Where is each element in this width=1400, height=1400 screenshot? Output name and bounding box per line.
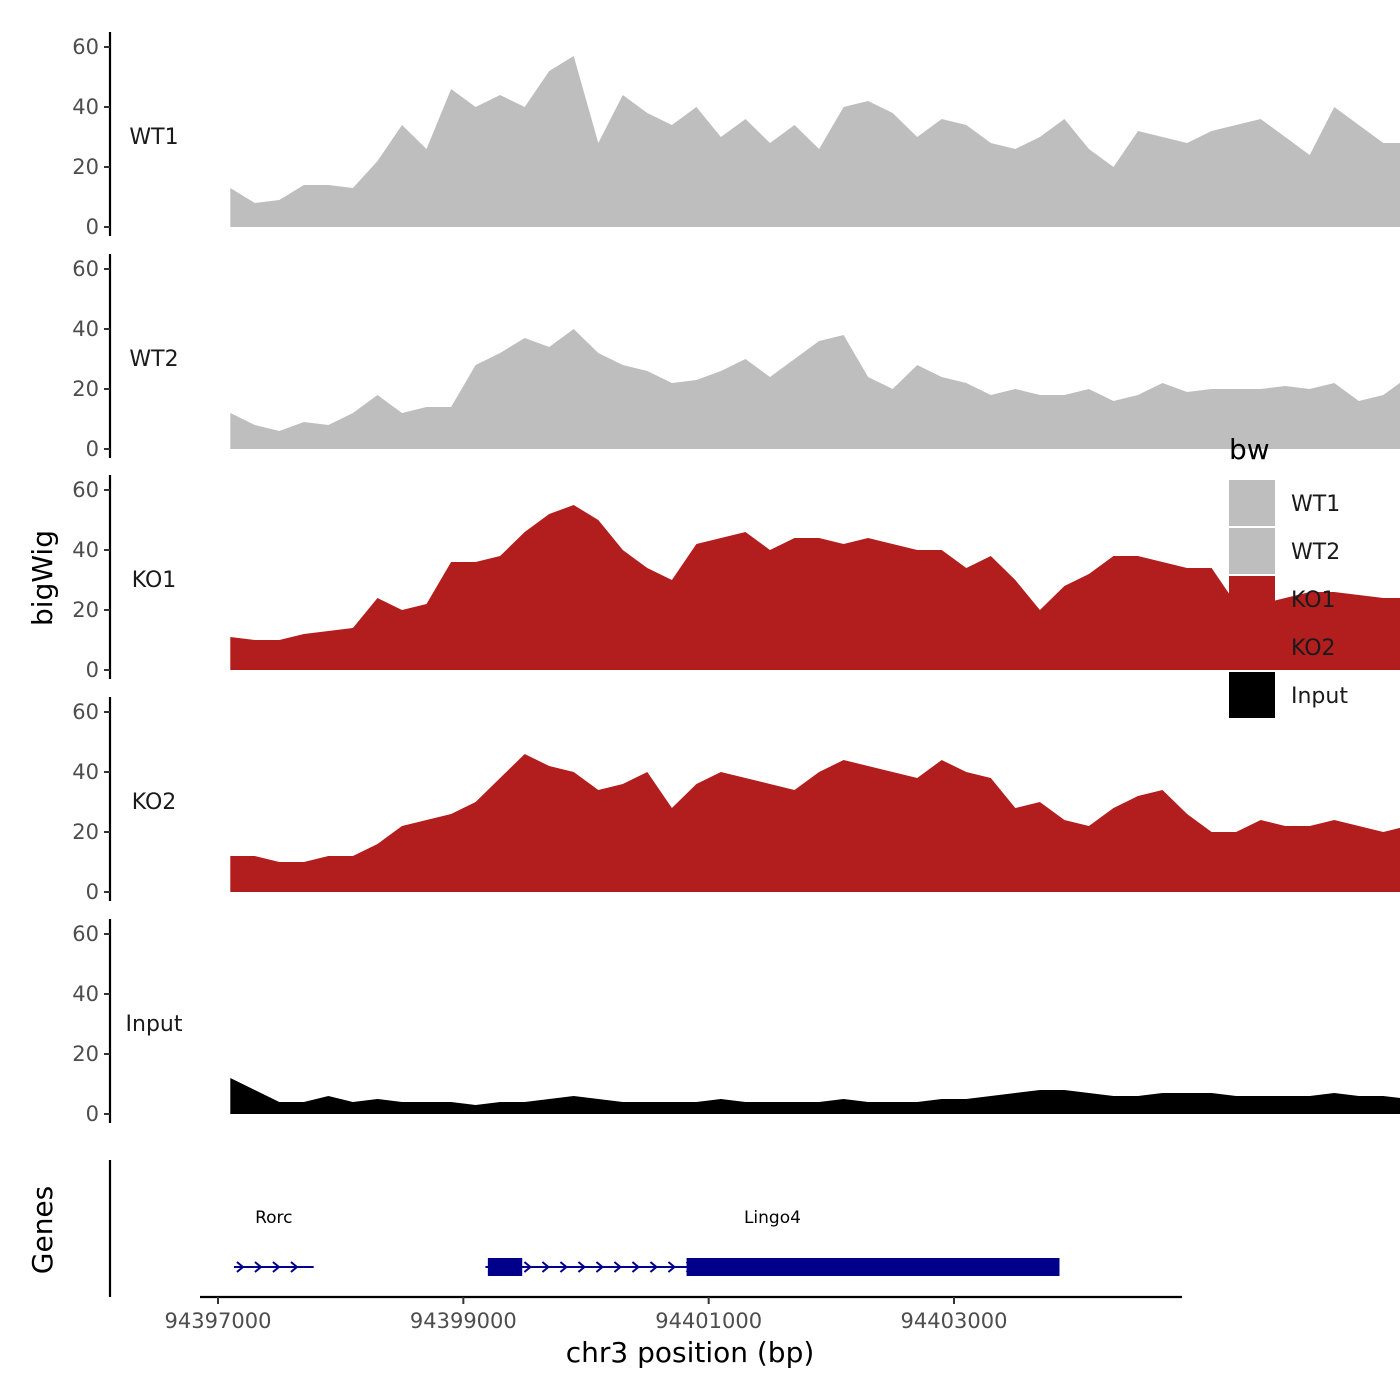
- track-label-wt1: WT1: [129, 125, 178, 150]
- y-tick-label: 60: [72, 922, 99, 946]
- genes-track-label: Genes: [26, 1186, 59, 1274]
- y-tick-label: 0: [86, 437, 99, 461]
- strand-arrow: [649, 1261, 658, 1273]
- legend-key-wt1: [1229, 480, 1275, 526]
- y-tick-label: 40: [72, 317, 99, 341]
- strand-arrow: [523, 1261, 532, 1273]
- y-tick-label: 20: [72, 1042, 99, 1066]
- legend-title: bw: [1229, 433, 1270, 466]
- strand-arrow: [613, 1261, 622, 1273]
- legend-key-ko1: [1229, 576, 1275, 622]
- track-label-input: Input: [126, 1012, 183, 1037]
- gene-rorc: Rorc: [233, 1208, 314, 1273]
- track-label-wt2: WT2: [129, 347, 178, 372]
- genes-track: Genes Rorc Lingo4: [26, 1160, 1060, 1297]
- legend-key-wt2: [1229, 528, 1275, 574]
- y-tick-label: 60: [72, 257, 99, 281]
- y-tick-label: 20: [72, 820, 99, 844]
- strand-arrow: [272, 1261, 281, 1273]
- strand-arrow: [254, 1261, 263, 1273]
- strand-arrow: [577, 1261, 586, 1273]
- panel-wt1: 0 20 40 60 WT1: [72, 32, 1400, 239]
- y-tick-label: 20: [72, 155, 99, 179]
- gene-lingo4: Lingo4: [485, 1208, 1060, 1276]
- y-tick-label: 0: [86, 215, 99, 239]
- x-tick-label: 94401000: [655, 1309, 762, 1333]
- legend-label-input: Input: [1291, 684, 1348, 709]
- legend-label-wt2: WT2: [1291, 540, 1340, 565]
- strand-arrow: [559, 1261, 568, 1273]
- legend-label-ko2: KO2: [1291, 636, 1336, 661]
- gene-label: Lingo4: [744, 1208, 801, 1228]
- x-axis-title: chr3 position (bp): [566, 1336, 815, 1369]
- track-panels: 0 20 40 60 WT1 0 20 40 60 WT2 0 20 40 60 KO1 0 20 40 60 KO2…: [72, 32, 1400, 1126]
- panel-ko2: 0 20 40 60 KO2: [72, 697, 1400, 904]
- panel-ko1: 0 20 40 60 KO1: [72, 475, 1400, 682]
- area-ko2: [230, 754, 1400, 892]
- strand-arrow: [290, 1261, 299, 1273]
- x-tick-label: 94403000: [901, 1309, 1008, 1333]
- strand-arrow: [667, 1261, 676, 1273]
- legend: bw WT1 WT2 KO1 KO2 Input: [1229, 433, 1348, 718]
- area-wt1: [230, 56, 1400, 227]
- y-tick-label: 40: [72, 538, 99, 562]
- strand-arrow: [631, 1261, 640, 1273]
- strand-arrow: [541, 1261, 550, 1273]
- strand-arrow: [236, 1261, 245, 1273]
- y-tick-label: 0: [86, 880, 99, 904]
- gene-label: Rorc: [255, 1208, 292, 1228]
- y-axis-title: bigWig: [26, 530, 59, 626]
- area-wt2: [230, 329, 1400, 449]
- legend-key-ko2: [1229, 624, 1275, 670]
- legend-label-ko1: KO1: [1291, 588, 1336, 613]
- legend-label-wt1: WT1: [1291, 492, 1340, 517]
- y-tick-label: 60: [72, 35, 99, 59]
- track-label-ko2: KO2: [132, 790, 177, 815]
- y-tick-label: 40: [72, 95, 99, 119]
- panel-input: 0 20 40 60 Input: [72, 919, 1400, 1126]
- panel-wt2: 0 20 40 60 WT2: [72, 254, 1400, 461]
- x-axis: 94397000 94399000 94401000 94403000: [165, 1295, 1182, 1333]
- legend-key-input: [1229, 672, 1275, 718]
- y-tick-label: 0: [86, 658, 99, 682]
- area-ko1: [230, 505, 1400, 670]
- y-tick-label: 40: [72, 982, 99, 1006]
- y-tick-label: 20: [72, 598, 99, 622]
- area-input: [230, 1078, 1400, 1114]
- x-tick-label: 94397000: [165, 1309, 272, 1333]
- track-label-ko1: KO1: [132, 568, 177, 593]
- gene-exon: [686, 1258, 1060, 1276]
- strand-arrow: [595, 1261, 604, 1273]
- y-tick-label: 20: [72, 377, 99, 401]
- y-tick-label: 60: [72, 478, 99, 502]
- x-tick-label: 94399000: [410, 1309, 517, 1333]
- y-tick-label: 40: [72, 760, 99, 784]
- gene-exon: [487, 1258, 523, 1276]
- y-tick-label: 0: [86, 1102, 99, 1126]
- y-tick-label: 60: [72, 700, 99, 724]
